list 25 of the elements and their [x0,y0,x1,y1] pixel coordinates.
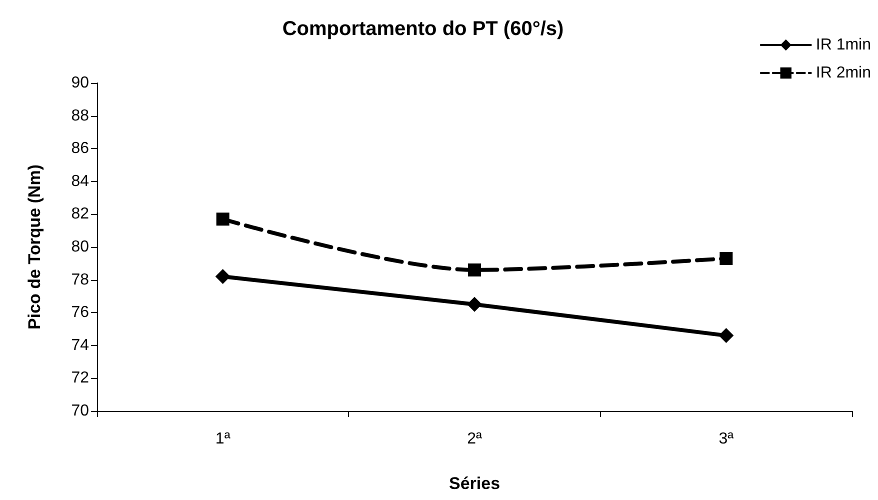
y-axis-title: Pico de Torque (Nm) [25,164,44,330]
point [718,328,734,344]
y-tick-label: 72 [71,370,90,387]
y-tick-label: 74 [71,336,90,354]
y-tick-label: 90 [71,74,90,92]
point [467,296,482,312]
x-tick-label: 2ª [467,430,482,448]
point [468,263,481,276]
point [216,212,230,226]
x-tick-label: 1ª [215,430,230,448]
legend-label: IR 1min [816,36,871,54]
x-axis-title: Séries [448,474,500,493]
y-tick-label: 88 [71,107,90,124]
point [720,252,733,265]
y-tick-label: 78 [71,271,90,288]
y-tick-label: 70 [71,402,90,420]
y-tick-label: 76 [71,304,90,322]
y-tick-label: 82 [71,206,90,223]
legend-label: IR 2min [816,64,871,82]
x-tick-label: 3ª [718,430,734,448]
y-tick-label: 80 [71,238,90,256]
point [215,269,230,284]
y-tick-label: 84 [71,172,90,190]
y-tick-label: 86 [71,140,90,158]
chart-title: Comportamento do PT (60°/s) [282,18,564,40]
